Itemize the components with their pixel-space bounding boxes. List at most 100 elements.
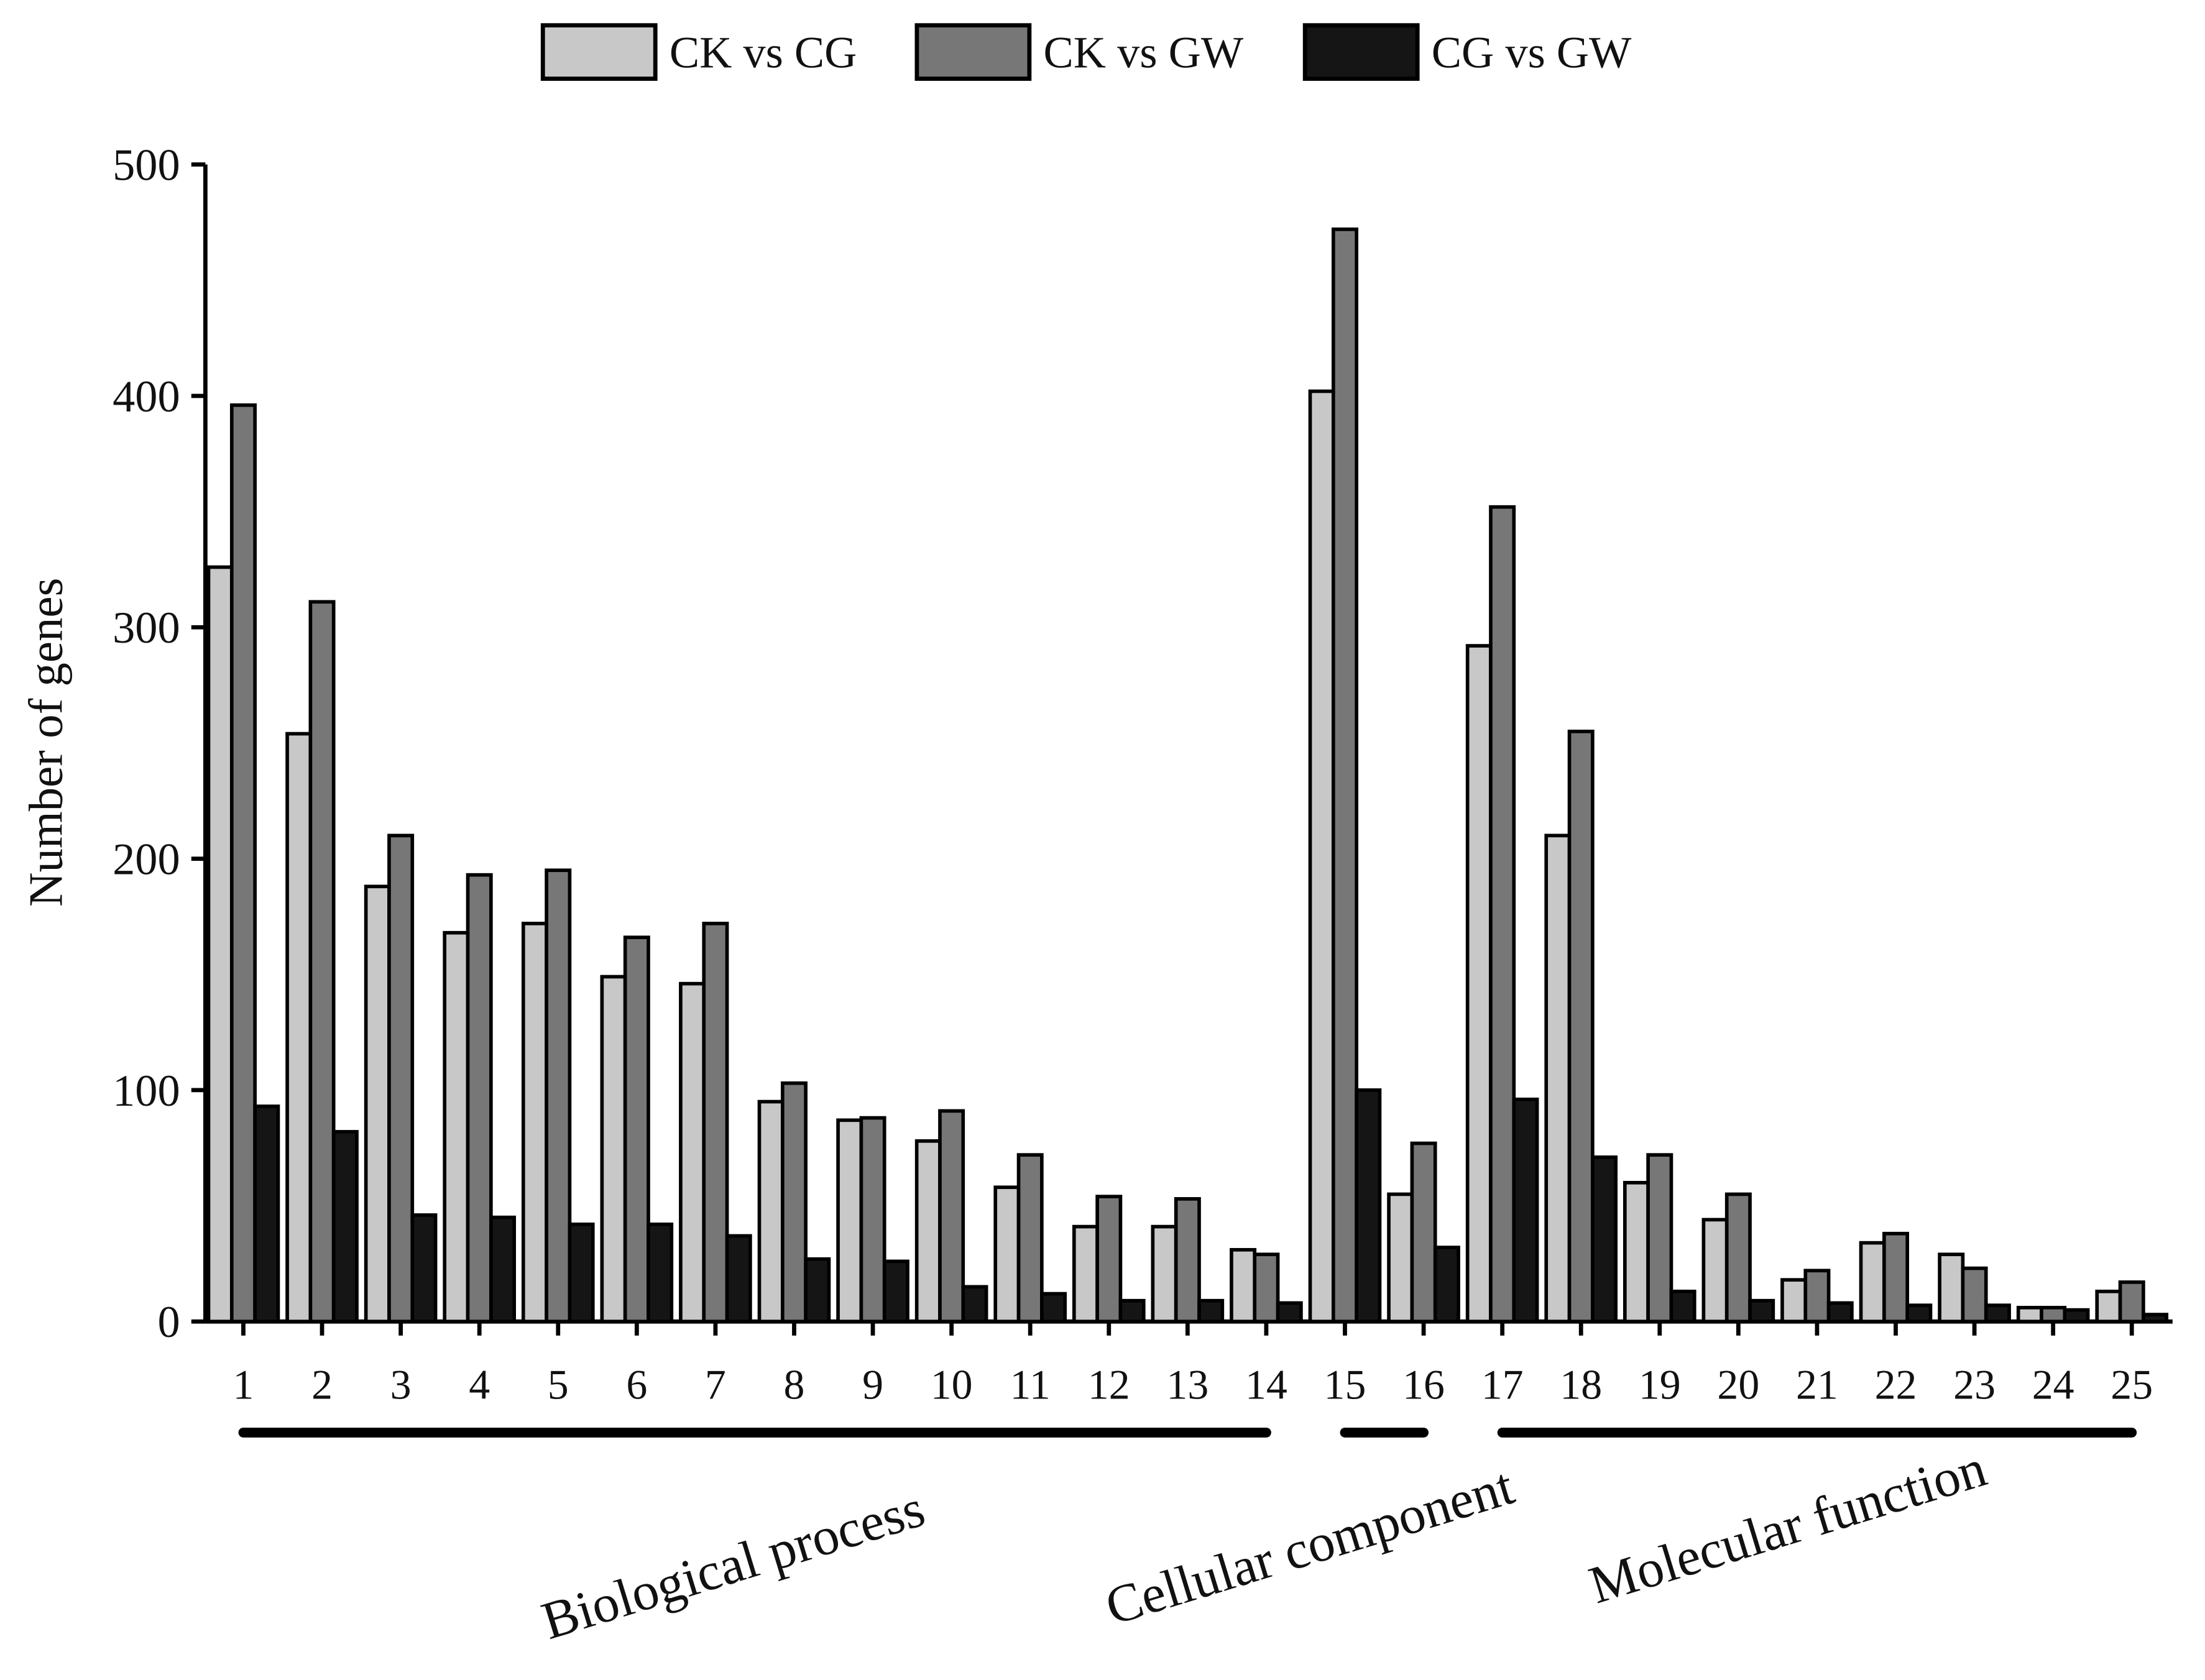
bar xyxy=(1544,833,1572,1324)
bar xyxy=(308,600,336,1324)
bar xyxy=(2016,1306,2043,1324)
bar xyxy=(1512,1097,1539,1324)
legend-swatch xyxy=(1302,23,1420,81)
bar xyxy=(489,1215,516,1324)
x-tick-label: 8 xyxy=(784,1362,805,1408)
bar xyxy=(600,975,627,1324)
bar xyxy=(679,981,706,1324)
x-tick-label: 4 xyxy=(469,1362,490,1408)
bar xyxy=(938,1109,965,1324)
x-tick-label: 19 xyxy=(1639,1362,1681,1408)
bar xyxy=(1230,1247,1257,1324)
x-tick-label: 15 xyxy=(1324,1362,1366,1408)
bar xyxy=(804,1257,831,1324)
bar xyxy=(1016,1153,1044,1324)
bar xyxy=(2063,1308,2090,1324)
bar xyxy=(1803,1269,1831,1324)
bar xyxy=(2095,1289,2122,1324)
x-tick-label: 9 xyxy=(862,1362,883,1408)
bar xyxy=(1174,1197,1201,1324)
bar xyxy=(961,1285,988,1324)
bar xyxy=(285,732,313,1324)
bar xyxy=(1095,1195,1123,1324)
y-tick-label: 0 xyxy=(157,1297,180,1347)
bar xyxy=(882,1259,909,1324)
legend-label: CK vs CG xyxy=(670,28,857,78)
bar xyxy=(859,1116,886,1324)
bar xyxy=(1072,1224,1099,1324)
bar xyxy=(836,1118,863,1324)
bar xyxy=(1197,1298,1225,1324)
bar xyxy=(1253,1252,1280,1324)
x-tick-label: 14 xyxy=(1245,1362,1287,1408)
x-tick-label: 23 xyxy=(1953,1362,1996,1408)
bar xyxy=(1355,1088,1382,1324)
bar xyxy=(1387,1192,1414,1324)
bar xyxy=(993,1185,1021,1324)
bar xyxy=(1567,729,1595,1324)
bar xyxy=(780,1081,808,1324)
x-tick-label: 18 xyxy=(1560,1362,1602,1408)
bar xyxy=(1701,1218,1729,1324)
bar xyxy=(2118,1280,2145,1324)
bar xyxy=(2040,1306,2067,1324)
bar xyxy=(410,1213,438,1324)
x-tick-label: 25 xyxy=(2111,1362,2153,1408)
bar xyxy=(1748,1298,1775,1324)
bar xyxy=(757,1099,785,1324)
bar xyxy=(1882,1231,1909,1324)
legend-label: CK vs GW xyxy=(1043,28,1243,78)
bar xyxy=(623,935,650,1324)
bar xyxy=(364,884,391,1324)
bar xyxy=(1669,1289,1696,1324)
bar xyxy=(914,1139,942,1324)
y-tick-label: 100 xyxy=(113,1066,180,1116)
bar xyxy=(1623,1180,1650,1324)
bar xyxy=(1724,1192,1752,1324)
bar xyxy=(387,833,415,1324)
bar xyxy=(1276,1301,1303,1324)
x-tick-label: 1 xyxy=(233,1362,254,1408)
y-axis-title: Number of genes xyxy=(19,578,73,907)
x-tick-label: 12 xyxy=(1088,1362,1130,1408)
bar xyxy=(1984,1303,2011,1324)
bar xyxy=(1489,505,1516,1324)
bar xyxy=(1905,1303,1933,1324)
x-tick-label: 21 xyxy=(1796,1362,1838,1408)
y-tick-label: 200 xyxy=(113,834,180,884)
bar xyxy=(521,922,548,1324)
x-tick-label: 20 xyxy=(1717,1362,1759,1408)
bar xyxy=(725,1234,752,1324)
x-tick-label: 3 xyxy=(390,1362,412,1408)
group-label: Biological process xyxy=(535,1478,931,1651)
bar xyxy=(1465,644,1493,1324)
y-tick-label: 400 xyxy=(113,372,180,421)
x-tick-label: 13 xyxy=(1166,1362,1208,1408)
x-tick-label: 7 xyxy=(705,1362,726,1408)
bar xyxy=(1410,1141,1437,1324)
bar xyxy=(466,873,493,1324)
bar xyxy=(443,930,470,1324)
x-tick-label: 6 xyxy=(626,1362,647,1408)
group-label: Cellular component xyxy=(1098,1456,1521,1636)
legend-swatch xyxy=(540,23,658,81)
bar xyxy=(1308,389,1335,1324)
bar xyxy=(1859,1241,1886,1324)
x-tick-label: 17 xyxy=(1481,1362,1524,1408)
x-tick-label: 11 xyxy=(1010,1362,1051,1408)
legend-swatch xyxy=(914,23,1032,81)
bar xyxy=(1040,1292,1067,1324)
bar xyxy=(545,868,572,1324)
y-tick-label: 300 xyxy=(113,603,180,653)
bar xyxy=(1938,1252,1965,1324)
bar xyxy=(1151,1224,1178,1324)
group-label: Molecular function xyxy=(1583,1438,1993,1615)
bar xyxy=(702,922,729,1324)
bar xyxy=(253,1104,280,1324)
bar xyxy=(568,1223,595,1324)
x-tick-label: 2 xyxy=(311,1362,333,1408)
x-tick-label: 5 xyxy=(548,1362,569,1408)
bar xyxy=(1826,1301,1854,1324)
